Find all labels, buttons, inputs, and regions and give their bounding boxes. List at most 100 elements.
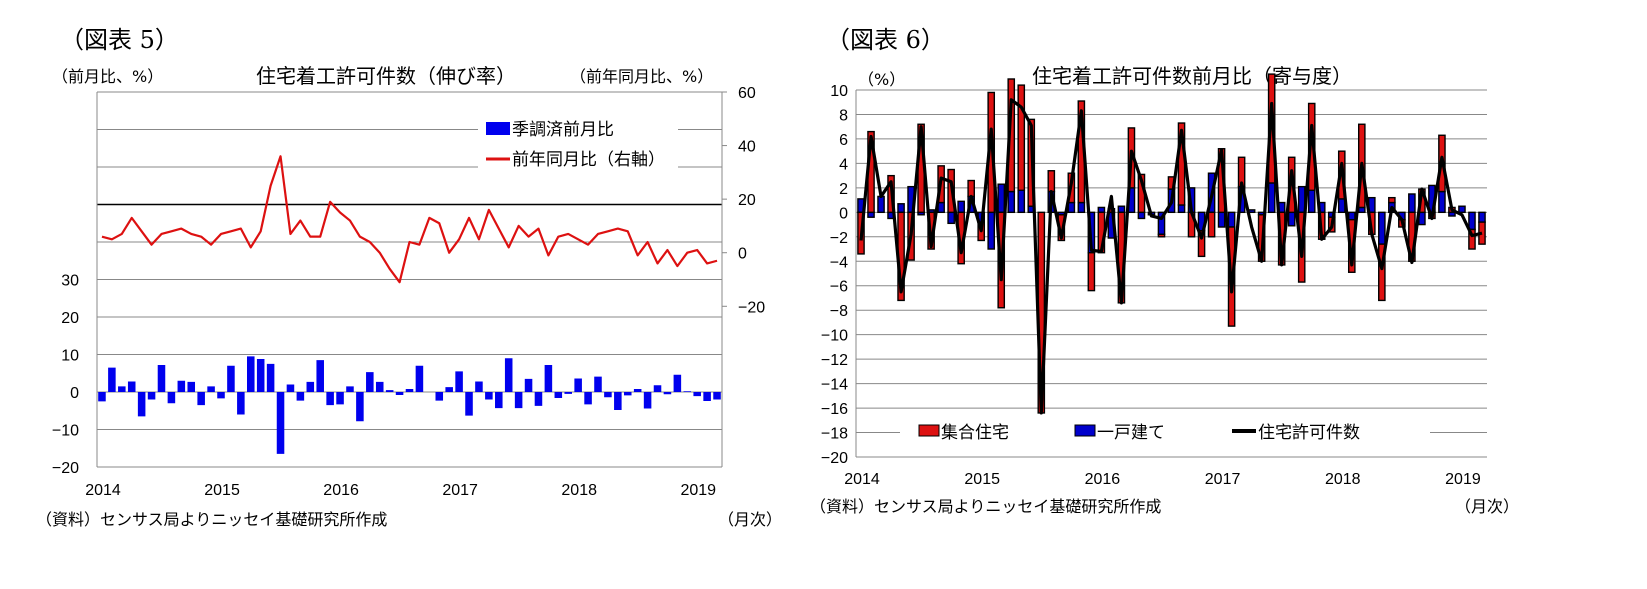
- chart2-total-line: [859, 98, 1483, 415]
- chart2-y-tick-label: −20: [821, 450, 848, 467]
- chart1-bar: [485, 392, 493, 400]
- chart2-bar-single-family: [937, 201, 945, 214]
- figure-label-5: （図表 5）: [60, 26, 179, 54]
- chart1-bar: [524, 378, 533, 392]
- chart2-bar-multi-family: [1087, 252, 1096, 292]
- chart2-bar-single-family: [997, 183, 1006, 214]
- chart1-bar: [544, 365, 553, 392]
- chart1-right-tick-label: 40: [738, 139, 756, 156]
- chart1-bar: [177, 380, 186, 392]
- chart2-bar-multi-family: [1378, 243, 1386, 302]
- chart1-bar: [653, 385, 662, 392]
- chart1-legend-bar-swatch: [486, 122, 510, 135]
- chart1-x-tick-label: 2017: [442, 482, 478, 499]
- chart2-bar-single-family: [1177, 204, 1186, 214]
- chart1-bar: [137, 392, 146, 417]
- chart2-bar-single-family: [1478, 211, 1486, 223]
- chart2-y-tick-label: 8: [839, 107, 848, 124]
- chart1-left-tick-label: 30: [61, 273, 79, 290]
- chart2-bar-multi-family: [1468, 228, 1476, 250]
- chart2-x-tick-label: 2017: [1205, 471, 1241, 488]
- chart2-bar-single-family: [1017, 189, 1026, 214]
- chart1-bar: [366, 372, 374, 392]
- chart2-y-tick-label: −2: [830, 230, 848, 247]
- chart1-left-unit: （前月比、%）: [52, 67, 164, 86]
- chart1-x-tick-label: 2016: [323, 482, 359, 499]
- chart1-bar: [673, 374, 682, 392]
- chart1-right-tick-label: −20: [738, 299, 765, 316]
- chart1-bar: [157, 365, 166, 392]
- chart2-unit: （%）: [858, 70, 906, 89]
- chart1-legend-bg: [478, 116, 678, 174]
- chart1-bar: [663, 392, 672, 395]
- chart2-bar-multi-family: [1207, 211, 1216, 238]
- chart1-bar: [594, 376, 602, 392]
- chart2-y-tick-label: −14: [821, 377, 848, 394]
- chart2-y-tick-label: 10: [830, 83, 848, 100]
- chart1-bar: [574, 378, 582, 392]
- chart2-y-tick-label: −4: [830, 254, 848, 271]
- chart2-bar-single-family: [1137, 211, 1146, 220]
- chart1-bar: [405, 389, 414, 392]
- chart1-bar: [713, 392, 721, 400]
- chart1-bar: [385, 390, 394, 392]
- chart1-bar: [296, 392, 305, 401]
- chart2-bar-single-family: [1458, 205, 1466, 214]
- chart1-bar: [495, 392, 503, 409]
- chart2-bar-single-family: [1408, 193, 1416, 214]
- chart2-bar-multi-family: [1197, 229, 1206, 258]
- chart2-title: 住宅着工許可件数前月比（寄与度）: [1032, 64, 1352, 88]
- chart1-bar: [623, 392, 632, 396]
- chart2-x-tick-label: 2016: [1085, 471, 1121, 488]
- chart1-left-tick-label: −20: [52, 460, 79, 477]
- chart2-bar-single-family: [1267, 182, 1276, 214]
- chart1-left-tick-label: 10: [61, 348, 79, 365]
- chart2-y-tick-label: −8: [830, 303, 848, 320]
- chart1-x-tick-label: 2018: [561, 482, 597, 499]
- chart2-bar-single-family: [1438, 190, 1446, 214]
- chart1-left-tick-label: 0: [70, 385, 79, 402]
- chart2-legend-multi-swatch: [918, 424, 940, 437]
- chart2-bar-multi-family: [1047, 170, 1056, 193]
- chart2-bar-single-family: [1378, 211, 1386, 245]
- chart2-bar-multi-family: [1388, 196, 1396, 204]
- chart1-x-tick-label: 2014: [85, 482, 121, 499]
- chart2-bar-single-family: [1287, 211, 1296, 227]
- chart1-bar: [415, 365, 424, 392]
- chart1-bar: [336, 392, 344, 405]
- chart1-title: 住宅着工許可件数（伸び率）: [256, 64, 516, 88]
- chart2-xlabel: （月次）: [1455, 497, 1520, 516]
- chart2-bar-single-family: [987, 211, 996, 250]
- chart1-bar: [227, 365, 235, 392]
- chart2-bar-multi-family: [1017, 84, 1026, 192]
- chart1-bar: [187, 381, 196, 392]
- chart1-bar: [266, 363, 275, 392]
- chart2-y-tick-label: −12: [821, 352, 848, 369]
- chart1-bar: [683, 391, 692, 392]
- chart2-bar-single-family: [1097, 206, 1106, 214]
- chart2-bar-single-family: [1067, 201, 1076, 214]
- chart1-bar: [316, 360, 324, 392]
- figure-label-6: （図表 6）: [826, 26, 945, 54]
- chart2-legend-multi-label: 集合住宅: [941, 423, 1009, 443]
- chart1-bar: [703, 392, 711, 401]
- chart1-bar: [167, 392, 176, 404]
- chart1-bar: [356, 392, 364, 422]
- chart1-bar: [256, 359, 265, 392]
- chart2-legend-total-label: 住宅許可件数: [1258, 423, 1360, 443]
- chart1-bar: [475, 381, 483, 392]
- chart1-bar: [455, 371, 463, 392]
- chart2-bar-single-family: [1077, 201, 1086, 214]
- chart1-bar: [276, 392, 285, 454]
- chart2-y-tick-label: 4: [839, 156, 848, 173]
- chart1-bar: [614, 392, 622, 410]
- chart1-bar: [286, 384, 295, 392]
- chart2-bar-single-family: [947, 211, 955, 225]
- chart1-bar: [127, 381, 136, 392]
- chart1-legend-line-label: 前年同月比（右軸）: [512, 150, 665, 170]
- chart2-y-tick-label: 2: [839, 181, 848, 198]
- chart1-bar: [445, 387, 453, 392]
- chart2-x-tick-label: 2019: [1445, 471, 1481, 488]
